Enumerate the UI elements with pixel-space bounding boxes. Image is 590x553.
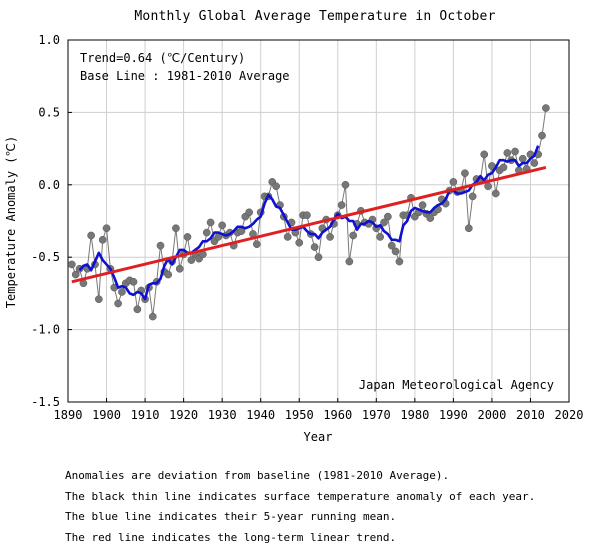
annual-anomaly-point — [511, 147, 519, 156]
annual-anomaly-point — [314, 253, 323, 262]
annual-anomaly-point — [349, 231, 358, 240]
y-axis-label: Temperature Anomaly (℃) — [4, 136, 18, 308]
annual-anomaly-point — [87, 231, 95, 240]
annual-anomaly-point — [114, 299, 122, 308]
annual-anomaly-point — [164, 270, 173, 279]
trend-annotation: Trend=0.64 (℃/Century) — [80, 51, 245, 65]
annual-anomaly-point — [395, 257, 404, 266]
annual-anomaly-point — [98, 235, 107, 244]
note-line: Anomalies are deviation from baseline (1… — [65, 469, 450, 482]
annual-anomaly-point — [202, 228, 211, 237]
x-tick-label: 1960 — [323, 408, 352, 422]
annual-anomaly-point — [387, 241, 396, 250]
annual-anomaly-point — [68, 260, 76, 269]
x-tick-label: 1920 — [169, 408, 198, 422]
note-line: The black thin line indicates surface te… — [65, 489, 536, 503]
annual-anomaly-point — [295, 238, 304, 247]
annual-anomaly-point — [272, 182, 280, 191]
annual-anomaly-point — [187, 256, 196, 264]
annual-anomaly-point — [218, 221, 227, 230]
y-tick-label: 0.5 — [38, 105, 60, 119]
annual-anomaly-point — [129, 277, 138, 286]
x-tick-label: 1940 — [246, 408, 275, 422]
running-mean-line — [78, 145, 540, 301]
data-series — [68, 104, 550, 321]
annual-anomaly-point — [376, 233, 385, 241]
x-tick-label: 2000 — [477, 408, 506, 422]
x-tick-label: 1950 — [285, 408, 314, 422]
annual-anomaly-point — [542, 104, 550, 112]
x-tick-label: 1970 — [362, 408, 391, 422]
chart-title: Monthly Global Average Temperature in Oc… — [134, 9, 496, 24]
annual-anomaly-point — [518, 154, 527, 163]
annual-anomaly-point — [341, 180, 350, 189]
trend-line — [71, 165, 547, 284]
note-line: The red line indicates the long-term lin… — [65, 530, 397, 544]
annual-anomaly-point — [484, 182, 492, 191]
chart-plot: 1890 1900 1910 1920 1930 1940 1950 1960 1970 1980… — [4, 33, 583, 444]
annual-anomaly-point — [148, 312, 157, 321]
annual-anomaly-point — [380, 218, 388, 227]
annual-anomaly-point — [391, 247, 400, 256]
annual-anomaly-point — [337, 201, 346, 209]
annual-anomaly-point — [538, 131, 546, 140]
annual-anomaly-point — [384, 212, 392, 221]
annual-anomaly-point — [499, 163, 508, 172]
annual-anomaly-point — [461, 169, 469, 178]
annual-anomaly-point — [175, 264, 184, 273]
x-axis-label: Year — [304, 430, 333, 444]
x-tick-label: 1990 — [439, 408, 468, 422]
annual-anomaly-point — [303, 211, 311, 220]
annual-anomaly-point — [530, 159, 539, 167]
source-annotation: Japan Meteorological Agency — [359, 378, 554, 392]
x-tick-label: 1890 — [54, 408, 83, 422]
x-tick-label: 1910 — [131, 408, 160, 422]
annual-anomaly-point — [206, 218, 215, 227]
annual-anomaly-point — [491, 189, 500, 198]
annual-anomaly-point — [252, 240, 261, 249]
annual-anomaly-point — [183, 233, 192, 241]
axis-ticks: 1890 1900 1910 1920 1930 1940 1950 1960 1970 1980… — [31, 33, 583, 422]
annual-anomaly-point — [345, 257, 354, 266]
annual-anomaly-point — [468, 192, 477, 201]
x-tick-label: 1930 — [208, 408, 237, 422]
annual-anomaly-point — [172, 224, 180, 233]
y-tick-label: -0.5 — [31, 250, 60, 264]
annual-anomaly-point — [449, 178, 458, 186]
plot-frame — [67, 39, 570, 403]
annual-anomaly-point — [102, 224, 111, 233]
annual-anomaly-point — [326, 233, 334, 241]
annual-anomaly-point — [118, 288, 126, 296]
annual-anomaly-point — [464, 224, 473, 233]
y-tick-label: 1.0 — [38, 33, 60, 47]
annual-anomaly-point — [283, 233, 292, 241]
annual-anomaly-point — [156, 241, 165, 250]
y-tick-label: -1.5 — [31, 395, 60, 409]
annual-anomaly-point — [310, 243, 319, 251]
x-tick-label: 1900 — [92, 408, 121, 422]
y-tick-label: 0.0 — [38, 178, 60, 192]
annual-anomaly-point — [94, 295, 103, 304]
annual-anomaly-point — [418, 201, 427, 209]
baseline-annotation: Base Line : 1981-2010 Average — [80, 69, 290, 83]
annual-anomaly-point — [426, 214, 435, 222]
chart-notes: Anomalies are deviation from baseline (1… — [65, 466, 535, 548]
annual-anomaly-point — [133, 305, 142, 314]
x-tick-label: 2010 — [516, 408, 545, 422]
y-tick-label: -1.0 — [31, 323, 60, 337]
annual-anomaly-point — [245, 208, 253, 217]
annual-anomaly-point — [503, 149, 512, 157]
x-tick-label: 2020 — [555, 408, 584, 422]
note-line: The blue line indicates their 5-year run… — [65, 510, 397, 523]
annual-anomaly-point — [71, 270, 80, 279]
x-tick-label: 1980 — [400, 408, 429, 422]
annual-anomaly-point — [480, 150, 489, 159]
